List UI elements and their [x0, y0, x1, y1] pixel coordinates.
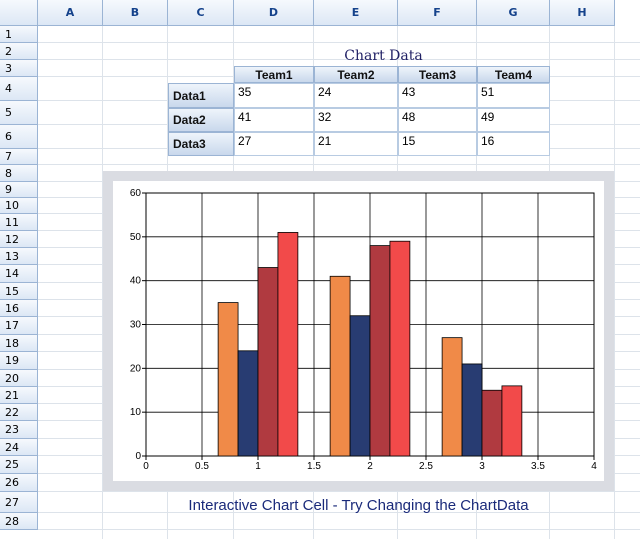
- row-header-22[interactable]: 22: [0, 404, 38, 421]
- x-tick-label: 1.5: [307, 461, 321, 472]
- row-header-9[interactable]: 9: [0, 182, 38, 198]
- bar-team1-data3[interactable]: [441, 337, 463, 457]
- select-all-corner[interactable]: [0, 0, 38, 26]
- y-tick-label: 40: [130, 276, 142, 287]
- row-header-28[interactable]: 28: [0, 513, 38, 530]
- x-tick-label: 0: [143, 461, 149, 472]
- team-header[interactable]: Team1: [234, 66, 314, 83]
- bar-team1-data2[interactable]: [329, 275, 351, 457]
- bar-team3-data2[interactable]: [369, 245, 391, 457]
- bar-team4-data2[interactable]: [389, 240, 411, 457]
- bar-team4-data3[interactable]: [501, 385, 523, 457]
- data-cell[interactable]: 49: [477, 108, 550, 132]
- row-header-5[interactable]: 5: [0, 101, 38, 125]
- x-tick-label: 0.5: [195, 461, 209, 472]
- team-header[interactable]: Team2: [314, 66, 398, 83]
- column-header-d[interactable]: D: [234, 0, 314, 26]
- bar-chart[interactable]: 0 10 20 30 40 50 60 0 0.5 1 1.5 2 2.5 3 3.5 4: [113, 181, 604, 481]
- team-header[interactable]: Team4: [477, 66, 550, 83]
- row-header-26[interactable]: 26: [0, 474, 38, 492]
- chart-caption: Interactive Chart Cell - Try Changing th…: [188, 497, 529, 514]
- row-header-27[interactable]: 27: [0, 492, 38, 513]
- column-header-b[interactable]: B: [103, 0, 168, 26]
- data-cell[interactable]: 48: [398, 108, 477, 132]
- grid-line: [38, 59, 640, 60]
- row-header-2[interactable]: 2: [0, 43, 38, 60]
- grid-line: [38, 512, 640, 513]
- bar-team2-data3[interactable]: [461, 363, 483, 457]
- team-header[interactable]: Team3: [398, 66, 477, 83]
- grid-line: [38, 42, 640, 43]
- grid-line: [38, 529, 640, 530]
- row-header-15[interactable]: 15: [0, 283, 38, 300]
- grid-line: [38, 164, 640, 165]
- y-tick-label: 20: [130, 363, 142, 374]
- row-header-21[interactable]: 21: [0, 387, 38, 404]
- column-header-f[interactable]: F: [398, 0, 477, 26]
- data-cell[interactable]: 27: [234, 132, 314, 156]
- row-header-8[interactable]: 8: [0, 165, 38, 182]
- row-header-23[interactable]: 23: [0, 421, 38, 439]
- row-header-25[interactable]: 25: [0, 456, 38, 474]
- bar-team4-data1[interactable]: [277, 232, 299, 457]
- row-header-1[interactable]: 1: [0, 26, 38, 43]
- data-row-header[interactable]: Data1: [168, 83, 234, 108]
- column-header-g[interactable]: G: [477, 0, 550, 26]
- column-header-e[interactable]: E: [314, 0, 398, 26]
- row-header-19[interactable]: 19: [0, 352, 38, 370]
- bar-team3-data1[interactable]: [257, 267, 279, 457]
- data-cell[interactable]: 35: [234, 83, 314, 108]
- row-header-14[interactable]: 14: [0, 265, 38, 283]
- data-cell[interactable]: 21: [314, 132, 398, 156]
- bar-team3-data3[interactable]: [481, 389, 503, 457]
- row-header-17[interactable]: 17: [0, 317, 38, 335]
- y-tick-label: 10: [130, 407, 142, 418]
- y-tick-label: 0: [135, 451, 141, 462]
- row-header-13[interactable]: 13: [0, 248, 38, 265]
- bar-team2-data1[interactable]: [237, 350, 259, 457]
- column-header-a[interactable]: A: [38, 0, 103, 26]
- y-tick-label: 30: [130, 320, 142, 331]
- bar-team1-data1[interactable]: [217, 302, 239, 457]
- chart-data-title: Chart Data: [344, 48, 423, 64]
- x-tick-label: 4: [591, 461, 597, 472]
- y-tick-label: 50: [130, 232, 142, 243]
- x-tick-label: 1: [255, 461, 261, 472]
- data-cell[interactable]: 41: [234, 108, 314, 132]
- row-header-20[interactable]: 20: [0, 370, 38, 387]
- row-header-4[interactable]: 4: [0, 77, 38, 101]
- data-cell[interactable]: 43: [398, 83, 477, 108]
- row-header-11[interactable]: 11: [0, 214, 38, 231]
- x-tick-label: 3: [479, 461, 485, 472]
- data-row-header[interactable]: Data2: [168, 108, 234, 132]
- column-header-h[interactable]: H: [550, 0, 615, 26]
- data-cell[interactable]: 51: [477, 83, 550, 108]
- data-cell[interactable]: 15: [398, 132, 477, 156]
- bar-team2-data2[interactable]: [349, 315, 371, 457]
- data-cell[interactable]: 32: [314, 108, 398, 132]
- x-tick-label: 3.5: [531, 461, 545, 472]
- row-header-16[interactable]: 16: [0, 300, 38, 317]
- grid-line: [38, 491, 640, 492]
- data-row-header[interactable]: Data3: [168, 132, 234, 156]
- row-header-6[interactable]: 6: [0, 125, 38, 149]
- row-header-24[interactable]: 24: [0, 439, 38, 456]
- column-header-c[interactable]: C: [168, 0, 234, 26]
- data-cell[interactable]: 16: [477, 132, 550, 156]
- row-header-18[interactable]: 18: [0, 335, 38, 352]
- data-cell[interactable]: 24: [314, 83, 398, 108]
- row-header-10[interactable]: 10: [0, 198, 38, 214]
- y-tick-label: 60: [130, 188, 142, 199]
- row-header-7[interactable]: 7: [0, 149, 38, 165]
- x-tick-label: 2.5: [419, 461, 433, 472]
- row-header-12[interactable]: 12: [0, 231, 38, 248]
- x-tick-label: 2: [367, 461, 373, 472]
- row-header-3[interactable]: 3: [0, 60, 38, 77]
